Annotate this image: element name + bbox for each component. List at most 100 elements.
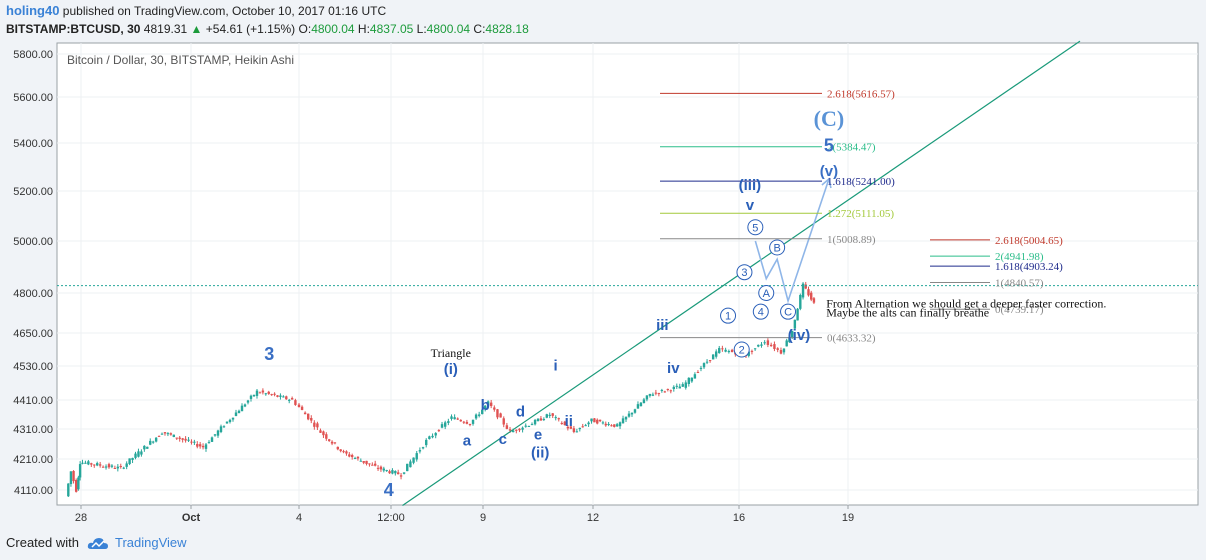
y-tick-label: 4210.00 — [13, 454, 53, 466]
candle-body — [584, 425, 587, 427]
chart-title: Bitcoin / Dollar, 30, BITSTAMP, Heikin A… — [67, 53, 294, 67]
candle-body — [249, 395, 253, 399]
circled-wave-label: A — [763, 288, 771, 300]
circled-wave-marker — [733, 341, 750, 358]
candle-body — [434, 433, 437, 436]
projection-path — [754, 178, 830, 304]
wave-label: (iv) — [788, 327, 811, 344]
y-tick-label: 5400.00 — [13, 138, 53, 150]
high-value: 4837.05 — [369, 22, 414, 36]
candle-body — [137, 451, 140, 457]
candle-body — [724, 349, 727, 352]
candle-body — [630, 412, 634, 415]
candle-body — [607, 423, 610, 425]
candle-body — [172, 434, 176, 437]
candle-body — [116, 466, 120, 469]
candle-body — [327, 439, 331, 441]
candle-body — [593, 418, 596, 423]
circled-wave-marker — [747, 219, 764, 236]
x-tick-label: 19 — [842, 512, 854, 524]
candle-body — [134, 453, 137, 458]
candle-body — [645, 395, 649, 400]
candle-body — [610, 425, 613, 427]
candle-body — [560, 422, 563, 424]
candle-body — [551, 413, 554, 416]
candle-body — [711, 354, 715, 360]
circled-wave-marker — [752, 303, 769, 320]
y-tick-label: 4800.00 — [13, 288, 53, 300]
candle-body — [258, 392, 262, 394]
candle-body — [663, 391, 667, 393]
candle-body — [456, 418, 459, 420]
candle-body — [175, 437, 178, 439]
candle-body — [394, 471, 397, 474]
candle-body — [575, 431, 579, 433]
candle-body — [187, 439, 190, 441]
candle-body — [154, 437, 158, 442]
candle-body — [313, 422, 316, 427]
candle-body — [566, 426, 570, 429]
plot-area[interactable] — [56, 42, 1199, 506]
candle-body — [399, 475, 403, 477]
high-label: H: — [357, 22, 370, 36]
candle-body — [779, 350, 783, 354]
candle-body — [524, 425, 527, 427]
candle-body — [415, 453, 418, 460]
candle-body — [615, 424, 619, 427]
candle-body — [373, 463, 377, 466]
candle-body — [769, 344, 773, 347]
candle-body — [696, 372, 700, 374]
candle-body — [545, 414, 548, 418]
candle-body — [569, 426, 573, 429]
candle-body — [496, 409, 499, 418]
candle-body — [319, 430, 322, 433]
candle-body — [474, 414, 478, 419]
candle-body — [763, 342, 766, 344]
candle-body — [169, 433, 173, 435]
candle-body — [237, 410, 241, 414]
candle-body — [74, 480, 78, 492]
candle-body — [554, 417, 557, 419]
candle-body — [533, 419, 537, 425]
candle-body — [362, 460, 365, 463]
candle-body — [376, 467, 380, 469]
circled-wave-label: 4 — [758, 307, 764, 319]
candle-body — [231, 417, 235, 420]
candle-body — [359, 460, 363, 462]
fib-level-label: 1.272(5111.05) — [827, 208, 894, 220]
candle-body — [714, 351, 718, 357]
last-price: 4819.31 — [143, 22, 188, 36]
tradingview-brand[interactable]: TradingView — [114, 535, 187, 550]
candle-body — [793, 319, 797, 329]
price-chart[interactable]: 5800.00 5600.00 5400.00 5200.00 5000.00 4800.… — [0, 40, 1206, 527]
wave-label: v — [746, 197, 755, 214]
candle-body — [184, 438, 187, 441]
candle-body — [639, 402, 643, 407]
candle-body — [264, 393, 268, 395]
candle-body — [428, 436, 431, 440]
candle-body — [379, 466, 383, 470]
wave-label: (v) — [820, 163, 838, 180]
candle-body — [348, 454, 351, 457]
candle-body — [198, 444, 202, 447]
candle-body — [536, 418, 540, 422]
candle-body — [339, 449, 342, 452]
candle-body — [418, 450, 422, 452]
author-link[interactable]: holing40 — [6, 3, 60, 18]
candle-body — [193, 441, 196, 443]
candle-body — [515, 429, 518, 431]
candle-body — [468, 423, 472, 425]
x-tick-label: 16 — [733, 512, 745, 524]
candle-body — [276, 395, 279, 397]
candle-body — [518, 428, 521, 431]
candle-body — [471, 419, 475, 424]
candle-body — [409, 461, 412, 468]
up-triangle-icon: ▲ — [190, 22, 203, 36]
candle-body — [240, 405, 244, 412]
wave-label: b — [481, 397, 490, 414]
candle-body — [396, 472, 400, 475]
candle-body — [753, 348, 757, 350]
candle-body — [279, 395, 282, 397]
candle-body — [388, 471, 391, 474]
wave-label: iv — [667, 360, 680, 377]
